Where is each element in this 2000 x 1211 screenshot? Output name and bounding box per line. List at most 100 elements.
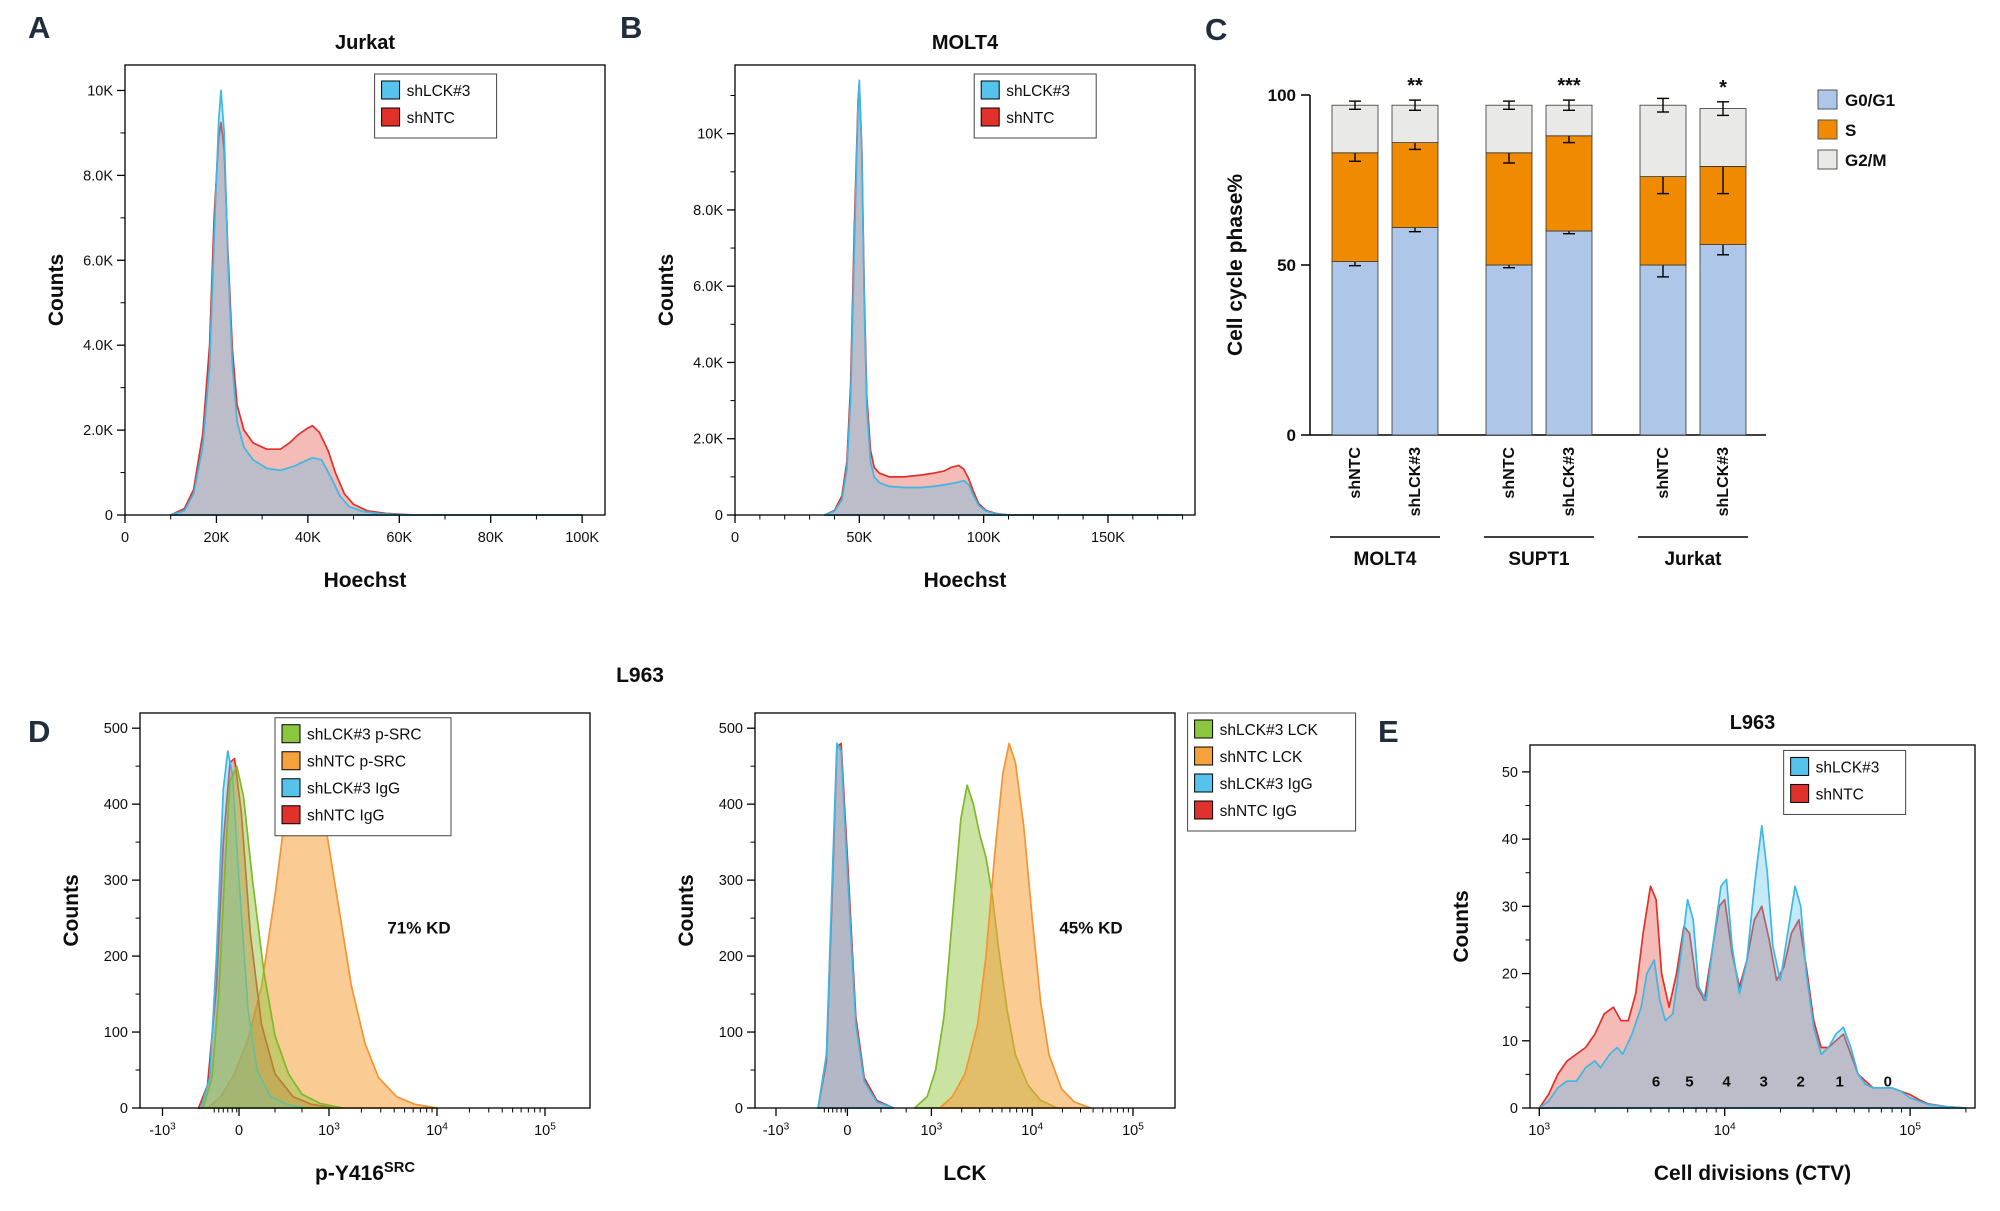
svg-text:shLCK#3 p-SRC: shLCK#3 p-SRC	[307, 727, 422, 744]
svg-text:-103: -103	[149, 1121, 176, 1139]
panel-a-histogram: Jurkat 0 2.0K 4.0K 6.0K 8.0K 10K 0 20K 40K 60K 80K 1…	[25, 10, 625, 622]
axis-layer: MOLT4 0 2.0K 4.0K 6.0K 8.0K 10K 0 50K 100K 150K Cou…	[655, 32, 1196, 592]
y-axis-label: Cell cycle phase%	[1224, 174, 1247, 356]
svg-text:shLCK#3 LCK: shLCK#3 LCK	[1220, 722, 1319, 739]
legend: shLCK#3 shNTC	[1783, 749, 1907, 815]
panel-e-label: E	[1378, 714, 1399, 749]
bar-segment-G0/G1	[1545, 230, 1593, 436]
svg-text:105: 105	[1122, 1121, 1144, 1139]
svg-text:shNTC: shNTC	[1006, 110, 1054, 127]
legend-swatch	[1194, 719, 1214, 739]
legend-swatch	[980, 107, 1000, 127]
svg-text:103: 103	[318, 1121, 340, 1139]
svg-text:shLCK#3 IgG: shLCK#3 IgG	[1220, 776, 1313, 793]
bar-segment-G2/M	[1391, 104, 1439, 143]
svg-text:3: 3	[1759, 1073, 1767, 1090]
panel-b-label: B	[620, 10, 643, 45]
svg-text:shNTC p-SRC: shNTC p-SRC	[307, 754, 406, 771]
legend: G0/G1 S G2/M	[1817, 89, 1895, 170]
svg-text:103: 103	[1528, 1121, 1550, 1139]
bar-segment-S	[1485, 152, 1533, 266]
legend-swatch	[381, 107, 401, 127]
svg-text:0: 0	[235, 1123, 243, 1139]
plot-frame	[734, 64, 1196, 516]
axis-layer: Jurkat 0 2.0K 4.0K 6.0K 8.0K 10K 0 20K 40K 60K 80K 1…	[45, 32, 606, 592]
legend-swatch	[1790, 783, 1810, 803]
svg-text:104: 104	[1021, 1121, 1043, 1139]
svg-text:71% KD: 71% KD	[387, 918, 450, 937]
x-axis-label: Cell divisions (CTV)	[1654, 1162, 1851, 1185]
axis-layer: 0 100 200 300 400 500 -103 0 103 104 105 Counts p-Y4…	[60, 712, 591, 1185]
series-layer	[823, 79, 1184, 516]
significance-marker: ***	[1557, 75, 1581, 97]
svg-text:1: 1	[1835, 1073, 1843, 1090]
bar-label: shLCK#3	[1407, 447, 1424, 516]
series-shNTC	[823, 83, 1184, 516]
x-axis-label: LCK	[943, 1162, 986, 1185]
svg-text:150K: 150K	[1091, 530, 1125, 546]
bar-label: shNTC	[1501, 447, 1518, 499]
svg-text:500: 500	[719, 721, 743, 737]
bar-label: shNTC	[1655, 447, 1672, 499]
svg-text:shLCK#3: shLCK#3	[407, 83, 471, 100]
annotations: 6 5 4 3 2 1 0	[1652, 1073, 1892, 1090]
legend-box	[274, 717, 452, 837]
svg-text:103: 103	[921, 1121, 943, 1139]
svg-text:100: 100	[104, 1025, 128, 1041]
chart-B-svg: MOLT4 0 2.0K 4.0K 6.0K 8.0K 10K 0 50K 100K 150K Cou…	[655, 32, 1196, 592]
bar-segment-G2/M	[1331, 104, 1379, 154]
series-shLCK#3	[823, 79, 1184, 516]
bar-segment-G2/M	[1485, 104, 1533, 154]
svg-text:5: 5	[1685, 1073, 1693, 1090]
y-axis-label: Counts	[60, 874, 83, 946]
legend-swatch	[1194, 773, 1214, 793]
panel-d-psrc-histogram: 0 100 200 300 400 500 -103 0 103 104 105 Counts p-Y4…	[35, 695, 615, 1203]
series-layer	[1538, 824, 1967, 1109]
svg-text:104: 104	[1714, 1121, 1736, 1139]
x-axis-label: p-Y416SRC	[315, 1160, 415, 1185]
panel-d-title: L963	[616, 664, 664, 687]
svg-text:50: 50	[1502, 765, 1518, 781]
bar-segment-G0/G1	[1639, 264, 1687, 436]
svg-text:shNTC IgG: shNTC IgG	[307, 808, 385, 825]
svg-text:105: 105	[534, 1121, 556, 1139]
svg-text:0: 0	[1510, 1101, 1518, 1117]
svg-text:400: 400	[104, 797, 128, 813]
svg-text:0: 0	[1884, 1073, 1892, 1090]
svg-text:6.0K: 6.0K	[83, 253, 113, 269]
svg-text:10K: 10K	[87, 83, 113, 99]
legend: shLCK#3 shNTC	[374, 73, 498, 139]
svg-text:S: S	[1845, 121, 1856, 140]
series-shLCK#3	[1538, 824, 1967, 1109]
svg-text:2.0K: 2.0K	[83, 423, 113, 439]
legend-swatch	[1194, 746, 1214, 766]
svg-text:4.0K: 4.0K	[693, 355, 723, 371]
series-layer	[197, 738, 438, 1109]
axis-layer: 0 50 100 Cell cycle phase%	[1224, 86, 1766, 445]
group-label: Jurkat	[1664, 549, 1722, 570]
y-axis-label: Counts	[1450, 890, 1473, 962]
svg-text:0: 0	[735, 1101, 743, 1117]
svg-text:10: 10	[1502, 1034, 1518, 1050]
svg-text:8.0K: 8.0K	[693, 203, 723, 219]
legend-swatch	[1817, 149, 1838, 170]
svg-text:shLCK#3: shLCK#3	[1006, 83, 1070, 100]
svg-text:shNTC: shNTC	[1816, 786, 1864, 803]
svg-text:0: 0	[1287, 426, 1296, 445]
svg-text:0: 0	[105, 508, 113, 524]
series-shLCK#3	[169, 89, 583, 516]
panel-e-histogram: L963 0 10 20 30 40 50 103 104 105 Counts Cell divis…	[1445, 695, 1995, 1203]
svg-text:100K: 100K	[967, 530, 1001, 546]
bar-segment-G0/G1	[1331, 261, 1379, 436]
svg-text:2: 2	[1797, 1073, 1805, 1090]
svg-text:10K: 10K	[697, 127, 723, 143]
chart-A-svg: Jurkat 0 2.0K 4.0K 6.0K 8.0K 10K 0 20K 40K 60K 80K 1…	[45, 32, 606, 592]
series-shLCK#3 IgG	[817, 742, 895, 1109]
svg-text:300: 300	[719, 873, 743, 889]
legend-swatch	[1817, 89, 1838, 110]
svg-text:0: 0	[121, 530, 129, 546]
chart-title: Jurkat	[335, 32, 395, 54]
x-axis-label: Hoechst	[924, 569, 1007, 592]
series-layer	[817, 742, 1092, 1109]
